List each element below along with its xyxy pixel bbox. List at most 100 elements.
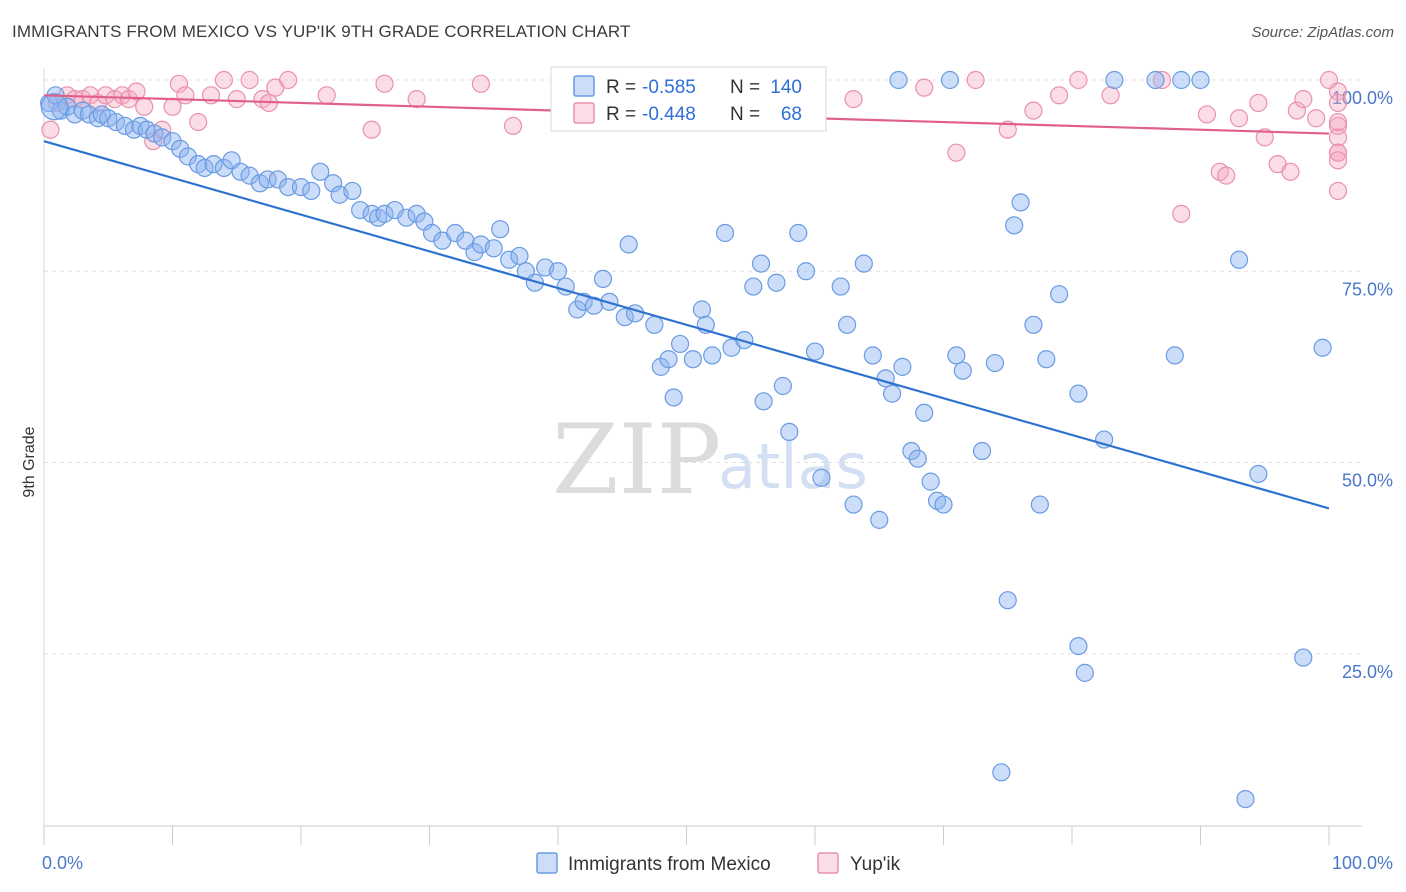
x-tick-label-min: 0.0% [42,853,83,873]
mexico-point-93 [854,254,873,273]
mexico-point-131 [940,70,960,90]
axis-layer [43,825,1362,845]
bottom-legend-label-yupik[interactable]: Yup'ik [850,854,901,875]
yupik-point-18 [189,112,208,132]
yupik-point-51 [1249,93,1268,113]
mexico-point-94 [863,346,882,365]
mexico-point-125 [1294,648,1313,667]
yupik-point-21 [227,90,246,109]
mexico-point-84 [773,376,792,396]
mexico-point-90 [831,277,850,296]
mexico-point-56 [525,273,544,292]
legend-n-label-yupik: N = [730,104,760,125]
mexico-point-42 [397,208,416,227]
bottom-legend: Immigrants from Mexico Yup'ik [536,852,901,875]
mexico-point-16 [153,128,172,147]
mexico-point-117 [1069,384,1088,403]
yupik-point-16 [169,74,189,93]
yupik-point-56 [1294,90,1313,109]
watermark: ZIP atlas [552,404,868,516]
mexico-point-10 [106,112,126,132]
mexico-point-111 [1005,216,1024,235]
mexico-point-31 [291,178,311,197]
mexico-point-30 [279,178,298,197]
mexico-point-72 [670,334,690,354]
bottom-legend-swatch-mexico[interactable] [536,852,558,874]
yupik-point-55 [1287,101,1306,120]
yupik-point-29 [375,74,394,93]
mexico-point-68 [645,315,664,334]
mexico-point-101 [915,403,934,422]
mexico-point-112 [1011,193,1030,212]
mexico-point-19 [178,147,198,166]
mexico-point-129 [1146,70,1165,90]
y-tick-label-100: 100.0% [1332,88,1393,108]
watermark-zip: ZIP [552,404,721,516]
mexico-point-127 [1191,70,1210,90]
yupik-point-20 [214,70,233,90]
mexico-point-34 [324,174,343,193]
mexico-point-100 [908,449,927,468]
mexico-point-89 [812,468,831,487]
mexico-point-63 [593,269,613,288]
yupik-point-36 [844,90,863,109]
yupik-point-40 [998,120,1017,139]
mexico-point-77 [715,223,735,243]
yupik-point-49 [1217,166,1236,185]
yupik-point-38 [947,143,966,162]
yupik-point-27 [317,86,336,105]
yupik-point-41 [1024,101,1043,120]
mexico-point-43 [407,204,426,223]
mexico-point-29 [268,170,287,189]
y-axis-title: 9th Grade [21,426,38,497]
mexico-point-102 [921,472,940,491]
mexico-point-62 [584,296,604,315]
yupik-point-46 [1172,204,1191,223]
bottom-legend-label-mexico[interactable]: Immigrants from Mexico [568,854,771,875]
legend-r-label-mexico: R = [606,77,636,98]
mexico-point-98 [893,357,912,376]
yupik-point-50 [1229,109,1249,128]
y-tick-labels: 25.0% 50.0% 75.0% 100.0% [1332,88,1393,682]
mexico-point-121 [1165,346,1184,365]
yupik-point-39 [966,70,985,90]
mexico-point-91 [838,315,857,334]
mexico-point-81 [751,254,771,273]
yupik-point-30 [407,90,426,109]
mexico-point-130 [1105,70,1124,90]
mexico-point-66 [615,308,634,327]
mexico-point-52 [491,220,510,239]
mexico-point-107 [972,441,992,461]
yupik-point-22 [240,70,259,90]
mexico-point-92 [844,495,863,514]
mexico-point-87 [796,262,816,281]
legend-n-value-mexico: 140 [770,77,802,98]
yupik-point-0 [41,120,60,139]
legend-swatch-yupik [573,102,595,124]
grid-layer [43,68,1362,826]
mexico-point-36 [343,181,362,201]
legend-n-label-mexico: N = [730,77,760,98]
mexico-point-74 [692,300,712,319]
yupik-point-57 [1307,109,1326,128]
mexico-point-18 [171,139,190,158]
mexico-point-79 [735,331,754,350]
yupik-point-44 [1101,86,1120,105]
yupik-point-11 [127,82,146,101]
mexico-point-25 [231,162,250,181]
mexico-point-82 [754,392,773,411]
bottom-legend-swatch-yupik[interactable] [817,852,839,874]
yupik-point-64 [1328,143,1348,162]
mexico-point-37 [351,200,370,220]
y-tick-label-50: 50.0% [1342,471,1393,491]
mexico-point-6 [79,105,99,124]
yupik-point-45 [1152,70,1172,90]
mexico-point-123 [1236,789,1255,809]
mexico-point-cluster [40,93,68,121]
yupik-point-26 [279,70,298,90]
mexico-point-132 [889,70,908,90]
mexico-point-47 [446,223,465,243]
mexico-point-116 [1050,285,1069,304]
mexico-point-80 [744,277,763,296]
mexico-point-97 [882,384,902,403]
